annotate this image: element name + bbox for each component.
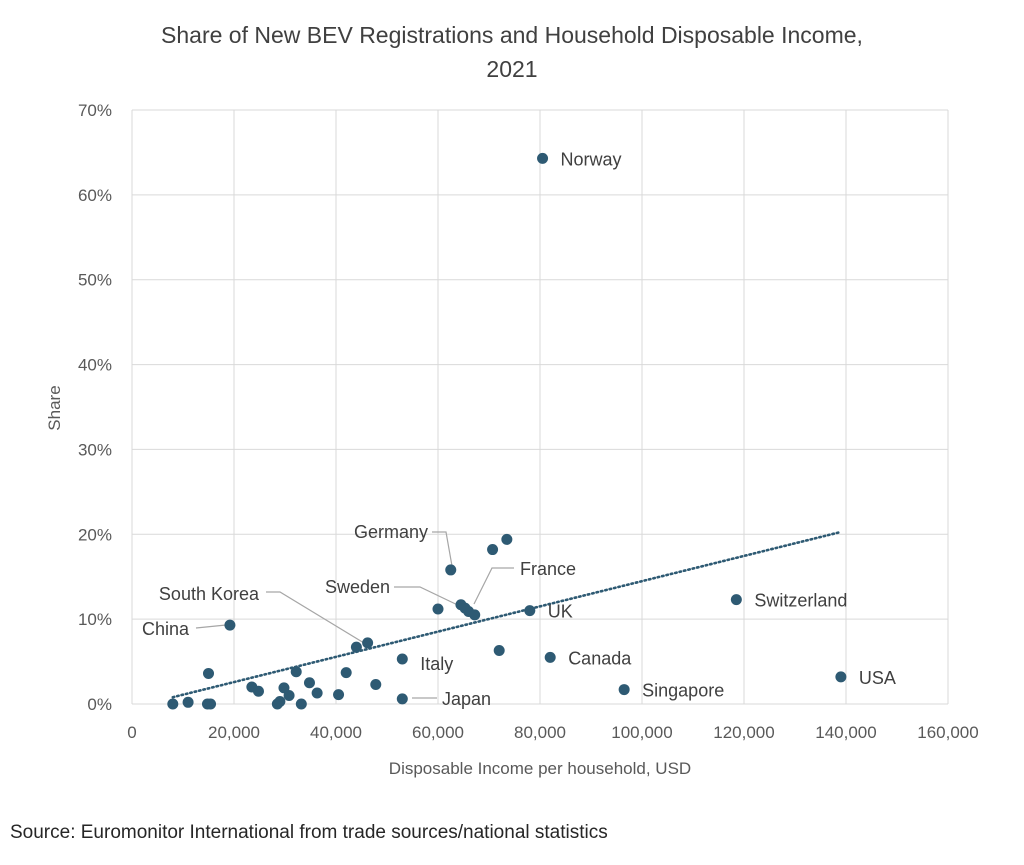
gridlines	[131, 109, 949, 705]
y-axis-title: Share	[45, 385, 64, 430]
x-tick-label: 60,000	[412, 723, 464, 742]
data-point	[469, 609, 481, 621]
x-tick-label: 40,000	[310, 723, 362, 742]
x-tick-label: 120,000	[713, 723, 774, 742]
point-label: Singapore	[642, 681, 724, 701]
leader-line	[266, 591, 365, 644]
data-point	[459, 602, 471, 614]
data-point	[487, 544, 499, 556]
chart-title-line-2: 2021	[486, 56, 538, 82]
y-tick-label: 0%	[87, 695, 112, 714]
data-point	[524, 605, 536, 617]
y-tick-label: 60%	[78, 186, 112, 205]
point-label: Sweden	[325, 577, 390, 597]
point-label: Norway	[561, 149, 622, 169]
point-label: China	[142, 619, 190, 639]
y-tick-label: 50%	[78, 271, 112, 290]
y-axis-ticks: 0% 10% 20% 30% 40% 50% 60% 70%	[78, 101, 112, 714]
data-point	[618, 684, 630, 696]
point-label: USA	[859, 668, 896, 688]
trendline	[171, 531, 840, 699]
data-point	[290, 666, 302, 678]
y-tick-label: 20%	[78, 525, 112, 544]
point-label: South Korea	[159, 584, 260, 604]
data-points	[167, 152, 847, 710]
leader-line	[432, 531, 453, 567]
data-point	[252, 685, 264, 697]
y-tick-label: 40%	[78, 356, 112, 375]
data-point	[274, 695, 286, 707]
point-label: Switzerland	[754, 591, 847, 611]
y-tick-label: 10%	[78, 610, 112, 629]
data-point	[283, 690, 295, 702]
chart-title-line-1: Share of New BEV Registrations and House…	[161, 22, 863, 48]
chart-title: Share of New BEV Registrations and House…	[0, 18, 1024, 86]
data-point	[370, 678, 382, 690]
data-point	[537, 152, 549, 164]
point-label: France	[520, 559, 576, 579]
data-point	[340, 667, 352, 679]
data-point	[182, 696, 194, 708]
point-label: Italy	[420, 654, 453, 674]
scatter-chart: 0% 10% 20% 30% 40% 50% 60% 70% 0 20,000 40,000 60,…	[45, 101, 979, 778]
data-point	[544, 651, 556, 663]
x-tick-label: 0	[127, 723, 136, 742]
data-point	[730, 594, 742, 606]
data-point	[501, 533, 513, 545]
x-axis-title: Disposable Income per household, USD	[389, 759, 691, 778]
data-point	[167, 698, 179, 710]
data-point	[493, 645, 505, 657]
point-label: Canada	[568, 648, 632, 668]
data-point	[224, 619, 236, 631]
x-tick-label: 100,000	[611, 723, 672, 742]
leader-line	[394, 586, 467, 610]
x-tick-label: 80,000	[514, 723, 566, 742]
data-point	[362, 637, 374, 649]
y-tick-label: 70%	[78, 101, 112, 120]
data-point	[303, 677, 315, 689]
point-label: Japan	[442, 689, 491, 709]
data-point	[333, 689, 345, 701]
source-note: Source: Euromonitor International from t…	[10, 822, 608, 843]
data-point	[396, 653, 408, 665]
leader-lines	[195, 531, 514, 699]
point-label: Germany	[354, 522, 428, 542]
y-tick-label: 30%	[78, 440, 112, 459]
data-point	[205, 698, 217, 710]
trendline-group	[171, 531, 840, 699]
leader-line	[195, 624, 227, 629]
x-tick-label: 160,000	[917, 723, 978, 742]
data-point	[350, 641, 362, 653]
x-tick-label: 140,000	[815, 723, 876, 742]
data-point	[396, 693, 408, 705]
data-point	[432, 603, 444, 615]
leader-line	[473, 567, 514, 605]
x-tick-label: 20,000	[208, 723, 260, 742]
data-point	[445, 564, 457, 576]
data-point	[203, 667, 214, 679]
data-point	[311, 687, 323, 699]
point-label: UK	[548, 602, 573, 622]
data-point	[295, 698, 307, 710]
x-axis-ticks: 0 20,000 40,000 60,000 80,000 100,000 120,000 1…	[127, 723, 978, 742]
data-point	[835, 671, 847, 683]
point-labels: Norway Germany France Sweden UK Switzerland Ch…	[142, 149, 896, 709]
